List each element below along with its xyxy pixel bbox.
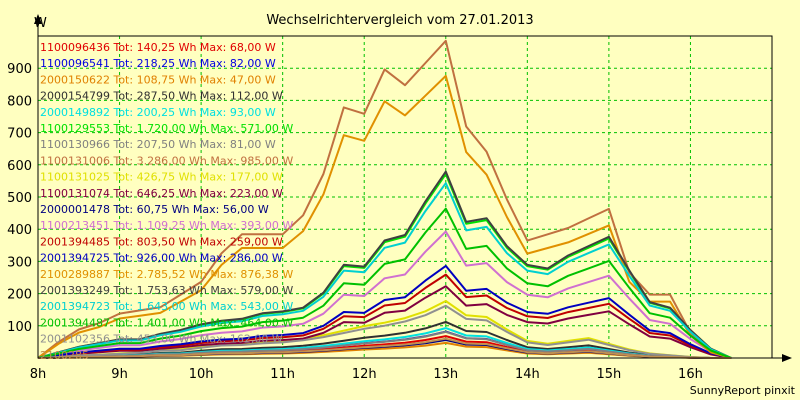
y-tick-label: 900: [7, 62, 32, 77]
x-tick-labels: 8h 9h 10h 11h 12h 13h 14h 15h 16h: [30, 367, 703, 382]
series-line: [37, 264, 732, 359]
legend-entry: 2000150622 Tot: 108,75 Wh Max: 47,00 W: [40, 73, 276, 86]
legend-entry: 2001393249 Tot: 1.753,63 Wh Max: 579,00 …: [40, 284, 293, 297]
legend-entry: 2100289887 Tot: 2.785,52 Wh Max: 876,38 …: [40, 268, 293, 281]
x-axis-arrow: [782, 354, 792, 362]
y-tick-label: 200: [7, 288, 32, 303]
y-axis-arrow: [34, 14, 42, 24]
legend-entry: 2001394485 Tot: 803,50 Wh Max: 259,00 W: [40, 235, 283, 248]
y-tick-labels: 100 200 300 400 500 600 700 800 900: [7, 62, 32, 335]
x-tick-label: 16h: [678, 367, 703, 382]
legend-entry: 2001102356 Tot: 453,00 Wh Max: 162,00 W: [40, 333, 283, 346]
x-tick-label: 12h: [352, 367, 377, 382]
series-line: [37, 39, 732, 359]
legend-entry: 1100129553 Tot: 1.720,00 Wh Max: 571,00 …: [40, 122, 293, 135]
y-tick-label: 600: [7, 159, 32, 174]
credit-label: SunnyReport pinxit: [690, 384, 796, 397]
x-tick-label: 9h: [111, 367, 128, 382]
legend-entry: 1100131025 Tot: 426,75 Wh Max: 177,00 W: [40, 171, 283, 184]
legend-entry: 2000149892 Tot: 200,25 Wh Max: 93,00 W: [40, 106, 276, 119]
series-line: [37, 230, 732, 359]
x-tick-label: 10h: [189, 367, 214, 382]
x-tick-label: 14h: [515, 367, 540, 382]
x-tick-label: 15h: [596, 367, 621, 382]
series-line: [37, 207, 732, 359]
legend-entry: 1100096541 Tot: 218,25 Wh Max: 82,00 W: [40, 57, 276, 70]
y-tick-label: 800: [7, 94, 32, 109]
x-tick-label: 8h: [30, 367, 47, 382]
y-tick-label: 400: [7, 223, 32, 238]
legend-entry: 2000001478 Tot: 60,75 Wh Max: 56,00 W: [40, 203, 269, 216]
y-tick-label: 700: [7, 127, 32, 142]
grid-lines: [38, 36, 772, 358]
legend-entry: 2100285: [40, 349, 89, 362]
legend-entry: 2000154799 Tot: 287,50 Wh Max: 112,00 W: [40, 90, 283, 103]
axes: [34, 14, 792, 362]
chart-title: Wechselrichtervergleich vom 27.01.2013: [266, 13, 533, 28]
legend-entry: 1100131006 Tot: 3.286,00 Wh Max: 985,00 …: [40, 154, 293, 167]
x-tick-label: 13h: [433, 367, 458, 382]
legend-entry: 2001394487 Tot: 1.401,00 Wh Max: 464,00 …: [40, 316, 293, 329]
series-line: [37, 337, 732, 359]
series-line: [37, 304, 732, 359]
y-tick-label: 100: [7, 320, 32, 335]
legend-entry: 1100130966 Tot: 207,50 Wh Max: 81,00 W: [40, 138, 276, 151]
legend: 1100096436 Tot: 140,25 Wh Max: 68,00 W 11…: [40, 41, 293, 362]
series-line: [37, 74, 732, 359]
legend-entry: 2001394723 Tot: 1.643,00 Wh Max: 543,00 …: [40, 300, 293, 313]
legend-entry: 1100213451 Tot: 1.109,25 Wh Max: 393,00 …: [40, 219, 293, 232]
series-line: [37, 182, 732, 359]
y-tick-label: 500: [7, 191, 32, 206]
x-tick-label: 11h: [270, 367, 295, 382]
series-line: [37, 170, 732, 359]
legend-entry: 1100096436 Tot: 140,25 Wh Max: 68,00 W: [40, 41, 276, 54]
legend-entry: 2001394725 Tot: 926,00 Wh Max: 286,00 W: [40, 252, 283, 265]
series-line: [37, 285, 732, 359]
y-tick-label: 300: [7, 255, 32, 270]
legend-entry: 1100131074 Tot: 646,25 Wh Max: 223,00 W: [40, 187, 283, 200]
series-line: [37, 273, 732, 359]
series-lines: [37, 39, 732, 359]
